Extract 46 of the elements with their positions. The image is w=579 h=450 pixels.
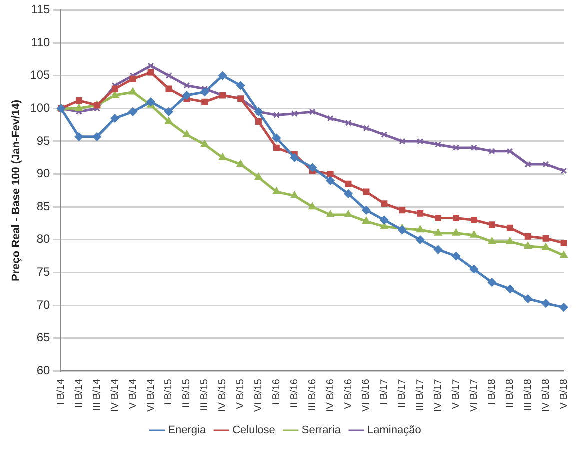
- x-tick-label: III B/16: [307, 378, 318, 411]
- y-tick-label: 100: [30, 100, 51, 115]
- x-tick-label: VI B/16: [361, 378, 372, 412]
- x-tick-label: I B/16: [271, 378, 282, 406]
- y-axis-title: Preço Real - Base 100 (Jan-Fev/14): [10, 100, 23, 282]
- x-tick-label: III B/14: [92, 378, 103, 411]
- y-tick-label: 60: [36, 364, 51, 378]
- y-tick-label: 95: [36, 134, 51, 148]
- x-tick-label: II B/14: [74, 378, 85, 408]
- x-tick-label: I B/18: [486, 378, 498, 406]
- x-tick-label: V B/18: [558, 378, 570, 410]
- legend-label: Laminação: [368, 424, 422, 437]
- legend-label: Serraria: [302, 424, 342, 437]
- x-tick-label: IV B/16: [325, 378, 336, 412]
- x-tick-label: V B/14: [128, 378, 139, 410]
- x-tick-label: III B/17: [415, 378, 426, 411]
- x-tick-label: V B/17: [451, 378, 462, 410]
- x-tick-label: I B/15: [164, 378, 175, 406]
- y-tick-label: 65: [36, 330, 51, 345]
- y-tick-label: 80: [36, 232, 51, 246]
- x-tick-label: V B/15: [236, 378, 247, 410]
- y-tick-label: 105: [30, 68, 51, 82]
- x-tick-label: IV B/18: [540, 378, 552, 412]
- x-tick-label: VI B/17: [468, 378, 480, 412]
- legend-label: Energia: [168, 424, 207, 437]
- x-tick-label: III B/18: [522, 378, 534, 411]
- x-tick-label: III B/15: [200, 378, 211, 411]
- y-tick-label: 90: [36, 166, 51, 181]
- y-tick-label: 85: [36, 199, 51, 214]
- legend-label: Celulose: [232, 424, 276, 437]
- y-tick-label: 115: [31, 2, 51, 17]
- x-tick-label: II B/18: [504, 378, 516, 408]
- x-tick-label: II B/17: [397, 378, 408, 408]
- y-tick-label: 70: [36, 298, 51, 312]
- x-tick-label: IV B/17: [433, 378, 444, 412]
- x-tick-label: VI B/15: [253, 378, 264, 412]
- y-tick-label: 110: [31, 35, 51, 50]
- x-tick-label: IV B/15: [218, 378, 229, 412]
- x-tick-label: II B/15: [182, 378, 193, 408]
- x-tick-label: II B/16: [289, 378, 300, 408]
- x-tick-label: VI B/14: [146, 378, 157, 412]
- y-tick-label: 75: [36, 265, 51, 280]
- x-tick-label: V B/16: [343, 378, 354, 410]
- x-tick-label: IV B/14: [110, 378, 121, 412]
- x-tick-label: I B/17: [379, 378, 390, 406]
- x-tick-label: I B/14: [56, 378, 67, 406]
